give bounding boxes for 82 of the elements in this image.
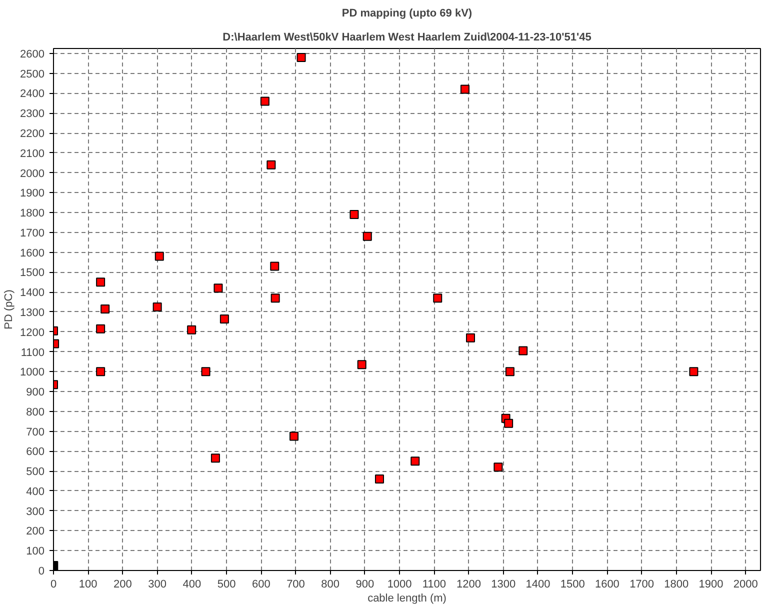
y-tick-label: 600 — [26, 446, 45, 458]
y-tick-label: 1400 — [20, 287, 45, 300]
x-tick-label: 400 — [182, 578, 202, 590]
point — [689, 367, 698, 376]
x-tick-label: 900 — [356, 578, 374, 590]
y-tick-label: 400 — [26, 486, 45, 498]
x-tick-label: 700 — [286, 578, 305, 590]
point — [460, 84, 470, 94]
y-tick-label: 500 — [26, 466, 45, 478]
point — [433, 294, 442, 303]
y-tick-label: 700 — [26, 426, 45, 438]
x-tick-label: 1900 — [698, 578, 724, 590]
point — [270, 294, 280, 303]
point — [362, 232, 372, 241]
y-tick-label: 2600 — [20, 48, 45, 60]
x-tick-label: 1500 — [560, 578, 585, 590]
y-tick-label: 200 — [26, 526, 45, 538]
point — [504, 418, 514, 428]
point — [494, 462, 503, 472]
y-tick-label: 2400 — [20, 88, 45, 100]
x-tick-label: 1000 — [387, 578, 412, 590]
point — [290, 432, 299, 441]
chart-title: PD mapping (upto 69 kV) — [342, 8, 472, 20]
x-tick-label: 1300 — [491, 578, 516, 590]
y-axis-title: PD (pC) — [3, 290, 16, 330]
point — [505, 367, 514, 376]
point — [214, 284, 223, 293]
y-tick-label: 1600 — [20, 247, 45, 260]
point — [270, 262, 280, 271]
point — [260, 96, 270, 106]
point — [357, 360, 366, 370]
x-tick-label: 1800 — [664, 578, 689, 590]
point — [466, 333, 475, 342]
x-tick-label: 2000 — [733, 578, 758, 590]
x-tick-label: 100 — [78, 578, 98, 590]
y-tick-label: 1100 — [20, 346, 44, 359]
point — [410, 456, 420, 466]
point — [100, 304, 110, 314]
y-tick-label: 100 — [26, 546, 45, 558]
y-tick-label: 0 — [38, 566, 45, 578]
x-tick-label: 1200 — [456, 578, 482, 590]
point — [350, 210, 359, 220]
point — [374, 474, 384, 484]
y-tick-label: 1800 — [20, 208, 45, 220]
point — [518, 346, 528, 356]
x-tick-label: 1400 — [526, 578, 550, 590]
y-tick-label: 2000 — [20, 168, 45, 180]
y-tick-label: 2300 — [20, 108, 45, 120]
point — [152, 302, 162, 312]
x-tick-label: 1100 — [422, 578, 446, 590]
point — [201, 367, 210, 376]
point — [96, 324, 106, 334]
y-tick-label: 1700 — [20, 227, 45, 240]
point — [154, 252, 164, 261]
x-tick-label: 1600 — [594, 578, 620, 590]
point — [96, 367, 106, 376]
x-tick-label: 1700 — [630, 578, 654, 590]
x-tick-label: 800 — [321, 578, 340, 590]
point — [187, 325, 196, 334]
point — [96, 278, 106, 287]
y-tick-label: 2100 — [20, 148, 45, 160]
y-tick-label: 800 — [26, 406, 45, 418]
y-tick-label: 2200 — [20, 128, 45, 140]
y-tick-label: 300 — [26, 506, 45, 518]
point — [266, 160, 276, 170]
y-tick-label: 1300 — [20, 306, 45, 319]
x-tick-label: 0 — [50, 578, 57, 590]
point — [210, 454, 220, 463]
y-tick-label: 2500 — [20, 68, 45, 80]
x-tick-label: 600 — [252, 578, 270, 590]
x-tick-label: 300 — [148, 578, 166, 590]
x-tick-label: 200 — [114, 578, 132, 590]
point — [296, 52, 306, 62]
x-axis-title: cable length (m) — [368, 592, 446, 604]
x-tick-label: 500 — [217, 578, 236, 590]
y-tick-label: 1200 — [20, 326, 45, 339]
point — [220, 314, 229, 324]
y-tick-label: 1500 — [20, 267, 45, 280]
y-tick-label: 1900 — [20, 188, 45, 200]
y-tick-label: 1000 — [20, 366, 45, 379]
y-tick-label: 900 — [26, 386, 45, 399]
chart-subtitle: D:\Haarlem West\50kV Haarlem West Haarlem Zuid\2004-11-23-10'51'45 — [222, 32, 592, 44]
